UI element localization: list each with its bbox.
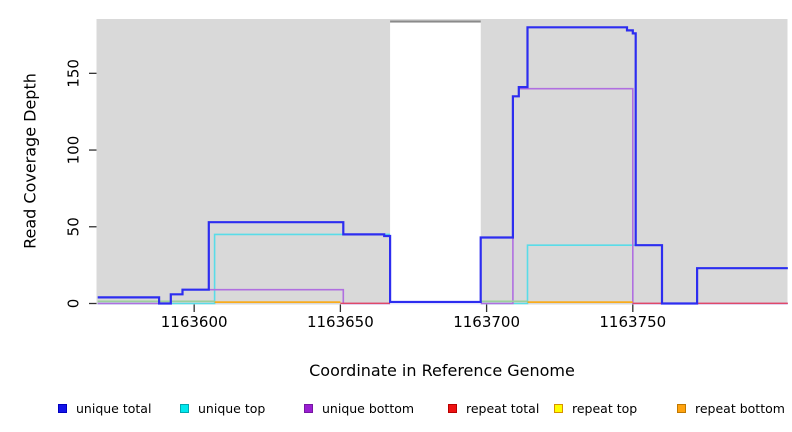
legend-swatch-unique-bottom: [304, 404, 313, 413]
legend-item-repeat-top: repeat top: [554, 401, 637, 416]
x-axis-title: Coordinate in Reference Genome: [309, 361, 575, 380]
y-tick-label: 100: [65, 136, 83, 165]
y-tick-label: 50: [65, 217, 83, 236]
y-tick-label: 150: [65, 59, 83, 88]
legend-item-repeat-bottom: repeat bottom: [677, 401, 785, 416]
legend-item-repeat-total: repeat total: [448, 401, 539, 416]
coverage-line-unique-total: [97, 26, 788, 305]
chart-legend: unique total unique top unique bottom repea…: [0, 401, 792, 419]
legend-swatch-unique-top: [180, 404, 189, 413]
legend-label: unique top: [198, 401, 266, 416]
legend-swatch-repeat-top: [554, 404, 563, 413]
x-tick-label: 1163650: [307, 313, 374, 331]
masked-region: [390, 22, 481, 305]
legend-label: unique bottom: [322, 401, 415, 416]
x-tick-label: 1163700: [453, 313, 520, 331]
x-tick-label: 1163600: [161, 313, 228, 331]
legend-label: repeat total: [466, 401, 540, 416]
legend-item-unique-total: unique total: [58, 401, 151, 416]
legend-label: repeat top: [572, 401, 638, 416]
legend-item-unique-bottom: unique bottom: [304, 401, 414, 416]
legend-swatch-repeat-bottom: [677, 404, 686, 413]
legend-label: repeat bottom: [695, 401, 785, 416]
legend-swatch-repeat-total: [448, 404, 457, 413]
legend-item-unique-top: unique top: [180, 401, 265, 416]
y-tick-label: 0: [65, 299, 83, 309]
legend-label: unique total: [76, 401, 152, 416]
x-tick-label: 1163750: [599, 313, 666, 331]
y-axis-title: Read Coverage Depth: [20, 73, 40, 249]
legend-swatch-unique-total: [58, 404, 67, 413]
